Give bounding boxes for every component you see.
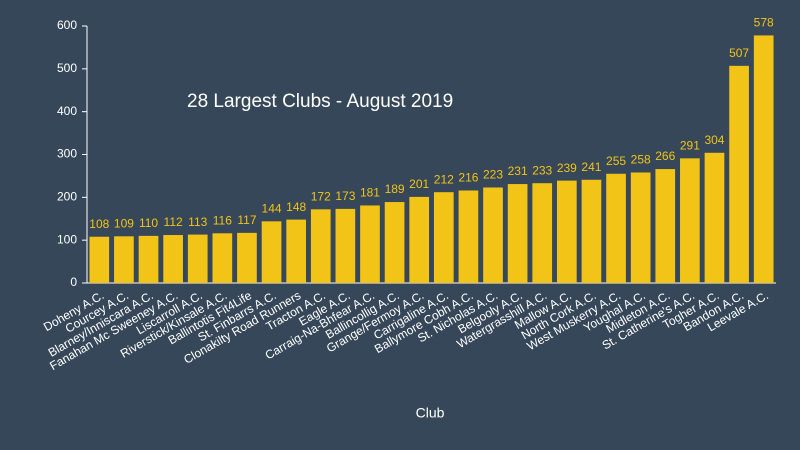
value-label: 578 bbox=[754, 16, 774, 30]
bar bbox=[606, 173, 626, 283]
bar bbox=[89, 236, 110, 283]
bar bbox=[163, 235, 183, 283]
value-label: 109 bbox=[114, 216, 134, 230]
bar bbox=[360, 205, 380, 283]
bar bbox=[655, 169, 676, 283]
bar bbox=[187, 234, 208, 283]
y-tick-label: 100 bbox=[57, 232, 77, 246]
value-label: 116 bbox=[213, 213, 232, 227]
value-label: 112 bbox=[164, 215, 183, 229]
bar bbox=[261, 221, 282, 283]
value-label: 212 bbox=[434, 172, 454, 186]
y-tick-label: 400 bbox=[57, 104, 77, 118]
value-label: 239 bbox=[557, 161, 577, 175]
value-label: 117 bbox=[237, 213, 256, 227]
bar bbox=[212, 233, 233, 283]
bar bbox=[384, 202, 405, 283]
bar bbox=[138, 235, 159, 283]
value-label: 216 bbox=[458, 171, 478, 185]
y-tick-label: 600 bbox=[57, 18, 77, 32]
bar bbox=[507, 184, 528, 283]
value-label: 181 bbox=[360, 186, 380, 200]
value-label: 233 bbox=[532, 163, 552, 177]
bar bbox=[556, 180, 577, 283]
value-label: 255 bbox=[606, 154, 626, 168]
chart-title: 28 Largest Clubs - August 2019 bbox=[187, 91, 453, 112]
value-label: 172 bbox=[311, 189, 331, 203]
value-label: 173 bbox=[335, 189, 355, 203]
bar bbox=[680, 158, 700, 283]
value-label: 189 bbox=[385, 182, 405, 196]
value-label: 148 bbox=[286, 200, 306, 214]
y-tick-label: 300 bbox=[57, 147, 77, 161]
bar bbox=[286, 219, 307, 283]
bar bbox=[532, 183, 553, 283]
value-label: 231 bbox=[508, 164, 528, 178]
value-label: 241 bbox=[581, 160, 601, 174]
y-tick-label: 0 bbox=[70, 275, 77, 289]
bar bbox=[483, 187, 503, 283]
bar bbox=[310, 209, 331, 283]
bar bbox=[409, 196, 430, 283]
x-axis-label: Club bbox=[416, 405, 445, 421]
bar bbox=[753, 35, 774, 283]
bar bbox=[433, 192, 454, 283]
value-label: 266 bbox=[655, 149, 675, 163]
bar bbox=[704, 152, 725, 283]
value-label: 144 bbox=[262, 201, 282, 215]
value-label: 113 bbox=[188, 215, 207, 229]
bar bbox=[581, 179, 602, 283]
bar bbox=[335, 208, 356, 283]
value-label: 108 bbox=[89, 217, 109, 231]
value-label: 110 bbox=[139, 216, 158, 230]
value-label: 507 bbox=[729, 46, 749, 60]
value-label: 201 bbox=[409, 177, 429, 191]
y-tick-label: 500 bbox=[57, 61, 77, 75]
value-label: 258 bbox=[631, 153, 651, 167]
value-label: 304 bbox=[704, 133, 724, 147]
bar bbox=[237, 232, 257, 283]
bar bbox=[729, 65, 749, 284]
bar bbox=[114, 236, 134, 283]
bar bbox=[630, 172, 651, 283]
value-label: 223 bbox=[483, 168, 503, 182]
y-tick-label: 200 bbox=[57, 190, 77, 204]
value-label: 291 bbox=[680, 139, 700, 153]
bar bbox=[458, 190, 479, 283]
